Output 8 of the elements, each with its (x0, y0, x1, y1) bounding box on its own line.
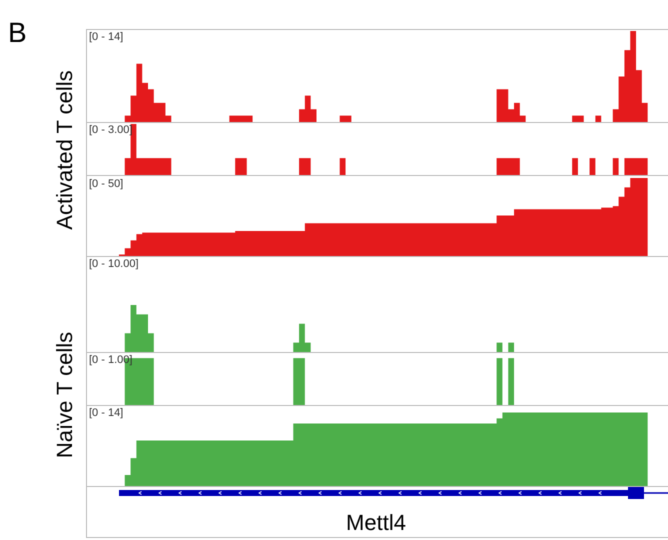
text: [0 - 10.00] (89, 258, 139, 270)
y-axis-title: Naïve T cells (52, 332, 77, 458)
annotation: [0 - 14] (89, 31, 124, 43)
y-axis-title: Activated T cells (52, 70, 77, 230)
annotation: [0 - 50] (89, 178, 124, 190)
x-axis-title: Mettl4 (346, 510, 406, 535)
annotation: [0 - 14] (89, 407, 124, 419)
chart-title: B (8, 17, 27, 48)
